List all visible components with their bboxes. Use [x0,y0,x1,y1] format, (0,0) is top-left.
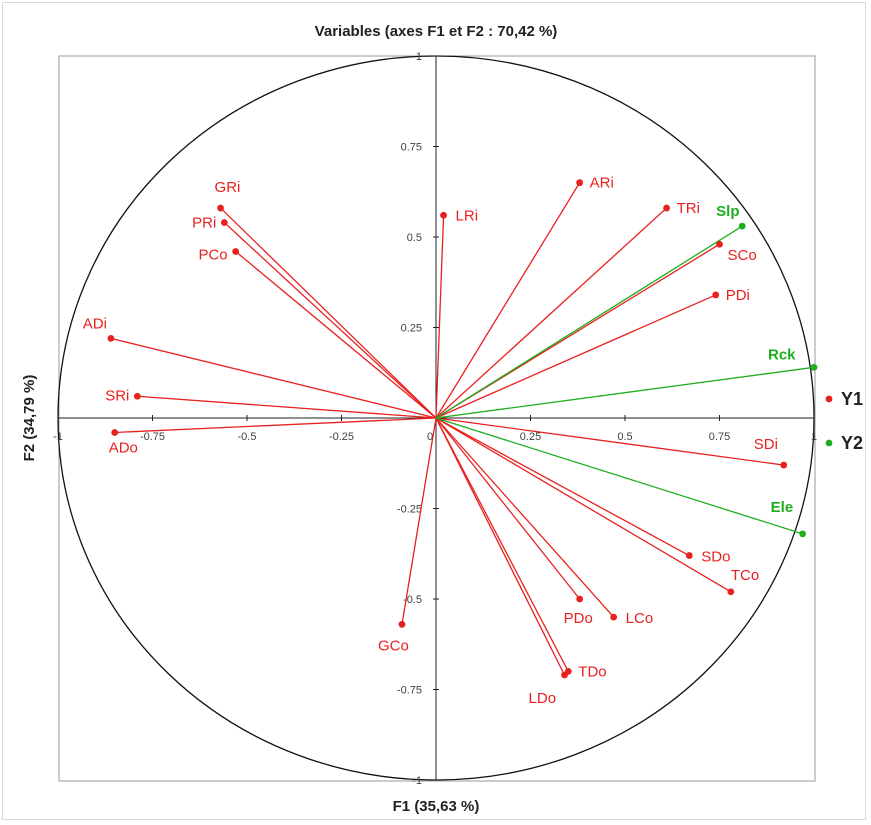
point-lri [440,211,447,219]
y-tick-label: -0.5 [403,594,422,606]
label-sco: SCo [728,247,757,264]
legend-label-y1: Y1 [841,389,863,409]
vector-ari [435,182,581,419]
point-ldo [561,671,568,679]
label-tdo: TDo [578,663,606,680]
point-sdo [685,552,693,559]
vector-rck [435,366,815,419]
point-adi [107,334,115,342]
point-slp [738,222,746,230]
x-tick-label: 0.25 [520,431,541,443]
y-tick-label: -0.75 [397,685,422,697]
y-tick-label: 0.25 [401,323,422,335]
x-tick-label: -0.5 [238,431,257,443]
x-tick-label: -0.25 [329,431,354,443]
x-tick-label: 0.5 [617,431,632,443]
label-lri: LRi [456,207,479,224]
vector-sri [137,395,437,419]
label-ldo: LDo [529,690,557,707]
point-pdi [712,291,720,299]
label-rck: Rck [768,346,796,363]
point-pco [232,248,240,255]
label-tco: TCo [731,567,759,584]
point-rck [810,363,818,371]
vector-lri [435,215,445,419]
y-tick-label: -1 [412,775,422,787]
label-sdi: SDi [754,436,778,453]
x-tick-label: 0.75 [709,431,730,443]
vector-pco [235,250,437,419]
point-sco [716,240,723,248]
point-pri [220,219,228,226]
vector-gri [220,207,437,419]
vector-lco [435,417,615,618]
point-ari [576,179,584,187]
vector-sdi [435,417,784,466]
vector-tco [435,417,732,593]
legend-marker-y2 [825,439,833,447]
label-gri: GRi [215,179,241,196]
vector-ele [435,417,803,535]
chart-title: Variables (axes F1 et F2 : 70,42 %) [315,23,558,40]
point-sdi [780,461,788,469]
point-tri [663,204,670,212]
label-ado: ADo [109,439,138,456]
label-sri: SRi [105,387,129,404]
point-gri [217,204,224,212]
vector-tri [435,207,668,419]
y-tick-label: -0.25 [397,504,422,516]
vector-tdo [435,417,569,672]
x-tick-label: -0.75 [140,431,165,443]
point-lco [610,613,618,621]
vector-pdo [435,417,581,600]
point-sri [133,392,141,400]
vector-gco [401,417,437,625]
vector-ado [114,417,437,434]
legend-marker-y1 [825,395,833,403]
point-ele [799,530,807,538]
vector-pdi [435,294,716,419]
x-tick-label: 0 [427,431,433,443]
label-tri: TRi [677,200,700,217]
point-pdo [576,595,584,603]
y-axis-label: F2 (34,79 %) [21,375,38,462]
label-slp: Slp [716,203,739,220]
vector-adi [110,337,437,419]
y-tick-label: 0.75 [401,142,422,154]
vector-sdo [435,417,690,557]
vector-slp [435,225,743,419]
label-ari: ARi [590,175,614,192]
legend-label-y2: Y2 [841,433,863,453]
label-sdo: SDo [701,549,730,566]
x-tick-label: -1 [53,431,63,443]
point-ado [111,429,119,436]
label-pco: PCo [198,246,227,263]
point-gco [398,620,406,628]
x-axis-label: F1 (35,63 %) [393,798,480,815]
point-tco [727,588,735,596]
x-tick-label: 1 [811,431,817,443]
label-gco: GCo [378,637,409,654]
vector-pri [223,222,437,419]
y-tick-label: 1 [416,51,422,63]
label-pdi: PDi [726,287,750,304]
label-pri: PRi [192,215,216,232]
y-tick-label: 0.5 [407,232,422,244]
label-lco: LCo [626,610,654,627]
label-adi: ADi [83,315,107,332]
label-ele: Ele [771,499,794,516]
vector-ldo [435,417,566,676]
label-pdo: PDo [564,610,593,627]
